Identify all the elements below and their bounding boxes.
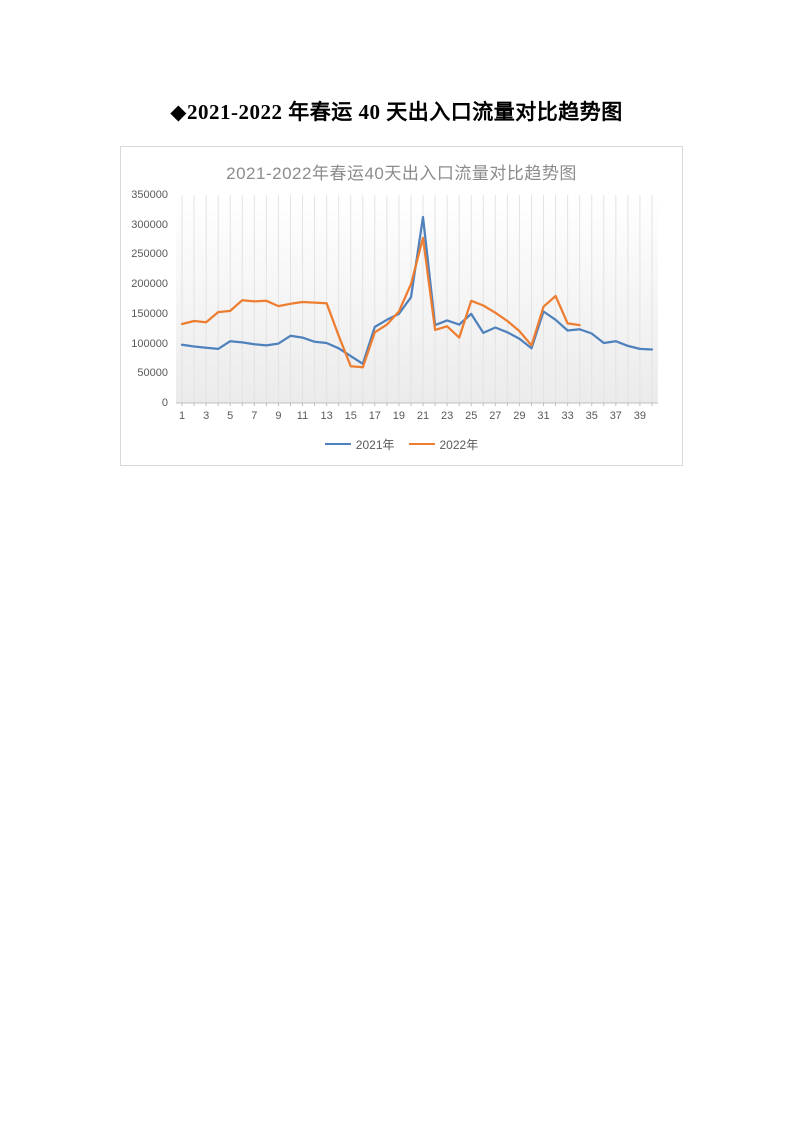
chart-title: 2021-2022年春运40天出入口流量对比趋势图 xyxy=(226,164,577,183)
x-axis-label: 9 xyxy=(275,410,282,422)
x-axis-label: 3 xyxy=(203,410,210,422)
y-axis-label: 350000 xyxy=(131,189,168,201)
x-axis-label: 7 xyxy=(251,410,258,422)
legend-item-2021年: 2021年 xyxy=(324,436,395,453)
x-axis-label: 23 xyxy=(441,410,454,422)
x-axis-label: 33 xyxy=(561,410,574,422)
x-axis-label: 11 xyxy=(296,410,309,422)
x-axis-label: 39 xyxy=(633,410,647,422)
legend-label: 2021年 xyxy=(355,437,395,452)
y-axis-label: 250000 xyxy=(131,248,168,261)
document-title: ◆2021-2022 年春运 40 天出入口流量对比趋势图 xyxy=(170,100,623,124)
x-axis-label: 15 xyxy=(344,410,357,422)
y-axis-label: 300000 xyxy=(131,218,168,231)
x-axis-label: 19 xyxy=(392,410,406,422)
x-axis-label: 27 xyxy=(489,410,502,422)
y-axis-label: 100000 xyxy=(131,337,168,350)
series-line-2022年 xyxy=(180,236,581,369)
x-axis-label: 29 xyxy=(513,410,526,422)
legend-item-2022年: 2022年 xyxy=(408,436,479,453)
legend-line-swatch xyxy=(408,442,435,446)
y-axis-label: 150000 xyxy=(131,307,168,320)
legend-label: 2022年 xyxy=(439,437,479,452)
x-axis-label: 1 xyxy=(178,410,186,422)
line-chart-canvas xyxy=(176,195,658,406)
x-axis-label: 31 xyxy=(537,410,550,422)
x-axis-label: 5 xyxy=(227,410,234,422)
x-axis-label: 37 xyxy=(609,410,622,422)
y-axis-label: 200000 xyxy=(131,278,168,291)
y-axis-label: 50000 xyxy=(137,367,168,380)
chart-legend: 2021年 2022年 xyxy=(121,434,682,454)
y-axis-label: 0 xyxy=(161,397,168,409)
x-axis-label: 21 xyxy=(416,410,430,422)
chart-container[interactable]: 2021-2022年春运40天出入口流量对比趋势图 0 50000 100000 15… xyxy=(120,146,683,466)
x-axis-label: 25 xyxy=(465,410,478,422)
x-axis-label: 35 xyxy=(585,410,598,422)
x-axis-label: 13 xyxy=(320,410,333,422)
x-axis-label: 17 xyxy=(368,410,381,422)
legend-line-swatch xyxy=(324,442,351,446)
